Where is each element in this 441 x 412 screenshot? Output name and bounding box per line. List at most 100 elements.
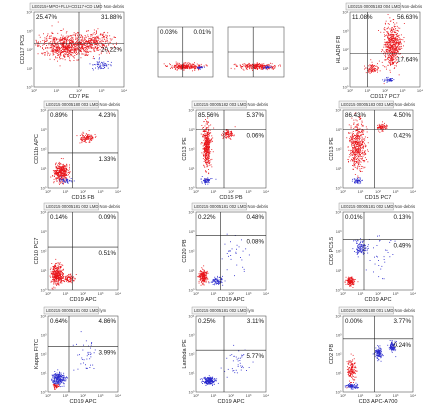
event-dot [165, 65, 167, 66]
event-dot [67, 182, 69, 184]
event-dot [50, 46, 52, 48]
event-dot [175, 61, 177, 63]
event-dot [55, 267, 57, 269]
event-dot [61, 39, 63, 41]
event-dot [215, 281, 216, 283]
event-dot [357, 180, 359, 182]
event-dot [104, 67, 106, 69]
event-dot [390, 30, 392, 31]
event-dot [60, 272, 62, 274]
event-dot [53, 178, 55, 180]
event-dot [354, 181, 356, 183]
event-dot [66, 277, 68, 279]
event-dot [68, 277, 70, 278]
event-dot [107, 50, 109, 52]
event-dot [63, 55, 65, 57]
event-dot [190, 66, 192, 68]
event-dot [77, 53, 78, 55]
y-tick-label: 10⁴ [188, 108, 194, 113]
event-dot [378, 130, 380, 132]
event-dot [251, 68, 253, 70]
event-dot [61, 274, 63, 275]
event-dot [394, 57, 396, 59]
event-dot [257, 63, 258, 65]
event-dot [397, 42, 399, 44]
event-dot [386, 51, 388, 53]
event-dot [75, 34, 76, 36]
event-dot [256, 66, 258, 68]
event-dot [70, 42, 72, 44]
x-tick-label: 10³ [246, 189, 252, 194]
event-dot [381, 125, 383, 127]
event-dot [91, 44, 93, 45]
y-tick-label: 10³ [343, 28, 349, 33]
event-dot [398, 42, 400, 44]
event-dot [360, 161, 362, 163]
event-dot [97, 41, 98, 43]
event-dot [71, 44, 72, 46]
event-dot [47, 33, 49, 35]
event-dot [396, 63, 397, 65]
event-dot [93, 56, 94, 58]
plot-canvas: 25.47% 31.88%20.22%LE0215+MPO+FLU+CD117+C… [20, 2, 127, 100]
plot-canvas: 85.56% 5.37%0.06%LE0215 00005182 003 LMD … [182, 100, 269, 201]
event-dot [57, 171, 59, 173]
dot-plot-panel: 0.01% 0.13% 0.49% LE0215 00005181 002 LMD N… [329, 202, 416, 303]
event-dot [205, 178, 207, 180]
event-dot [60, 57, 62, 59]
event-dot [389, 17, 391, 19]
event-dot [66, 48, 68, 50]
event-dot [385, 45, 387, 46]
event-dot [390, 63, 391, 65]
event-dot [86, 137, 87, 139]
event-dot [58, 174, 60, 176]
event-dot [82, 131, 84, 133]
event-dot [99, 41, 101, 42]
event-dot [102, 44, 104, 46]
event-dot [77, 35, 79, 37]
event-dot [385, 35, 387, 36]
event-dot [60, 280, 62, 282]
event-dot [86, 30, 88, 32]
plot-frame [349, 11, 421, 88]
x-tick-label: 10² [375, 189, 381, 194]
event-dot [205, 278, 207, 280]
event-dot [92, 37, 94, 38]
event-dot [46, 50, 48, 52]
event-dot [396, 35, 398, 37]
event-dot [85, 134, 86, 136]
event-dot [107, 61, 109, 62]
event-dot [81, 53, 83, 55]
event-dot [70, 276, 72, 278]
event-dot [385, 42, 387, 44]
event-dot [356, 181, 358, 183]
event-dot [88, 37, 90, 39]
event-dot [230, 250, 231, 252]
event-dot [361, 131, 363, 133]
event-dot [221, 281, 223, 283]
event-dot [372, 66, 374, 68]
event-dot [72, 40, 74, 42]
event-dot [55, 162, 57, 164]
event-dot [61, 277, 63, 278]
event-dot [391, 63, 393, 65]
event-dot [203, 65, 205, 67]
event-dot [354, 113, 356, 115]
event-dot [62, 39, 63, 41]
event-dot [44, 41, 46, 42]
event-dot [400, 46, 402, 48]
event-dot [56, 44, 57, 46]
x-tick-label: 10⁰ [193, 291, 199, 296]
event-dot [202, 127, 203, 129]
event-dot [65, 48, 67, 50]
event-dot [348, 124, 350, 126]
event-dot [67, 279, 69, 281]
event-dot [218, 279, 220, 281]
event-dot [207, 144, 209, 146]
event-dot [70, 49, 72, 51]
x-axis-label: CD15 PC7 [365, 195, 392, 201]
event-dot [350, 151, 352, 153]
event-dot [59, 171, 61, 173]
event-dot [64, 49, 66, 51]
event-dot [245, 68, 247, 70]
